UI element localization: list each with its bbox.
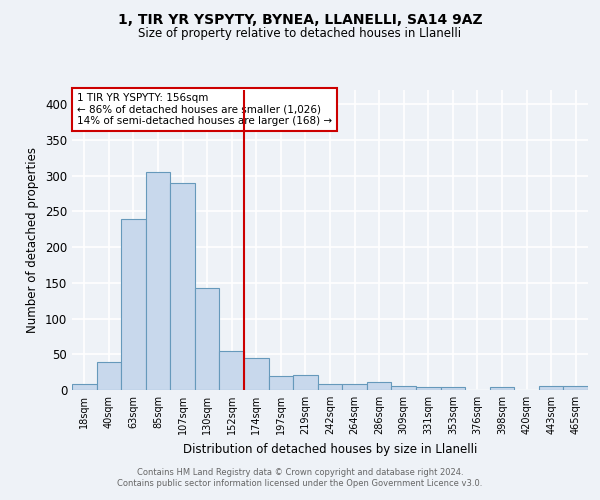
Bar — [72, 384, 97, 390]
Bar — [121, 218, 146, 390]
Bar — [539, 386, 563, 390]
Text: 1 TIR YR YSPYTY: 156sqm
← 86% of detached houses are smaller (1,026)
14% of semi: 1 TIR YR YSPYTY: 156sqm ← 86% of detache… — [77, 93, 332, 126]
Bar — [490, 387, 514, 390]
Bar — [342, 384, 367, 390]
Text: 1, TIR YR YSPYTY, BYNEA, LLANELLI, SA14 9AZ: 1, TIR YR YSPYTY, BYNEA, LLANELLI, SA14 … — [118, 12, 482, 26]
Bar — [269, 376, 293, 390]
Bar — [244, 358, 269, 390]
Y-axis label: Number of detached properties: Number of detached properties — [26, 147, 40, 333]
Bar — [195, 288, 220, 390]
Bar — [416, 387, 440, 390]
Text: Contains HM Land Registry data © Crown copyright and database right 2024.
Contai: Contains HM Land Registry data © Crown c… — [118, 468, 482, 487]
Bar — [440, 387, 465, 390]
Bar — [146, 172, 170, 390]
Bar — [318, 384, 342, 390]
Bar — [293, 375, 318, 390]
Bar — [220, 350, 244, 390]
Bar — [391, 386, 416, 390]
Bar — [97, 362, 121, 390]
Bar — [170, 183, 195, 390]
Text: Size of property relative to detached houses in Llanelli: Size of property relative to detached ho… — [139, 28, 461, 40]
X-axis label: Distribution of detached houses by size in Llanelli: Distribution of detached houses by size … — [183, 442, 477, 456]
Bar — [563, 386, 588, 390]
Bar — [367, 382, 391, 390]
